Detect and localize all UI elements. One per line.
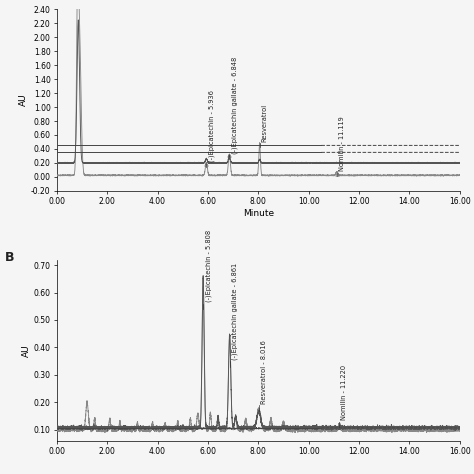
- Text: Nomilin - 11.220: Nomilin - 11.220: [341, 365, 347, 420]
- Text: (-)Epicatechin gallate - 6.861: (-)Epicatechin gallate - 6.861: [232, 263, 238, 360]
- Y-axis label: AU: AU: [19, 94, 28, 106]
- Text: Resveratrol: Resveratrol: [262, 104, 268, 142]
- Text: (-)Epicatechin - 5.808: (-)Epicatechin - 5.808: [205, 230, 212, 302]
- Text: B: B: [5, 251, 14, 264]
- Text: Nomilin - 11.119: Nomilin - 11.119: [339, 117, 345, 171]
- Text: Resveratrol - 8.016: Resveratrol - 8.016: [261, 340, 267, 404]
- Text: (-)Epicatechin gallate - 6.848: (-)Epicatechin gallate - 6.848: [231, 56, 238, 154]
- Text: (-)Epicatechin - 5.936: (-)Epicatechin - 5.936: [209, 90, 215, 162]
- Y-axis label: AU: AU: [22, 344, 31, 356]
- X-axis label: Minute: Minute: [243, 209, 274, 218]
